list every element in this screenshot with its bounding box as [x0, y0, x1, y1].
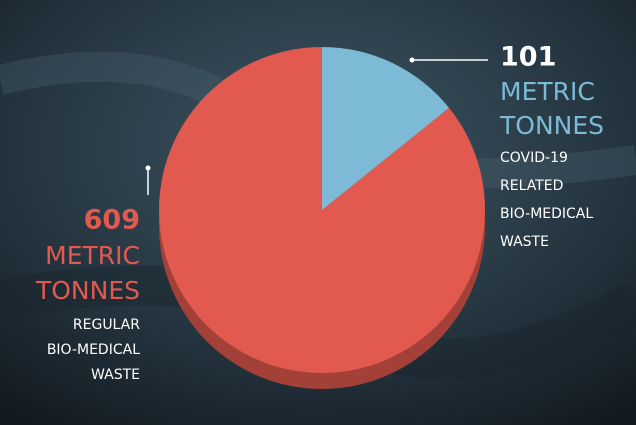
- pointer-dot: [409, 57, 415, 63]
- pointer-dot: [145, 165, 151, 171]
- pie: [158, 47, 486, 390]
- category-label: COVID-19 RELATED BIO-MEDICAL WASTE: [500, 150, 593, 250]
- category-label: REGULAR BIO-MEDICAL WASTE: [47, 317, 140, 383]
- labels: 101 METRIC TONNES COVID-19 RELATED BIO-MEDICA…: [35, 42, 604, 384]
- unit-label: METRIC TONNES: [499, 77, 604, 140]
- value-label: 609: [84, 205, 140, 236]
- unit-label: METRIC TONNES: [35, 241, 140, 305]
- value-label: 101: [500, 42, 556, 73]
- slice: [158, 47, 485, 374]
- slice: [322, 47, 450, 210]
